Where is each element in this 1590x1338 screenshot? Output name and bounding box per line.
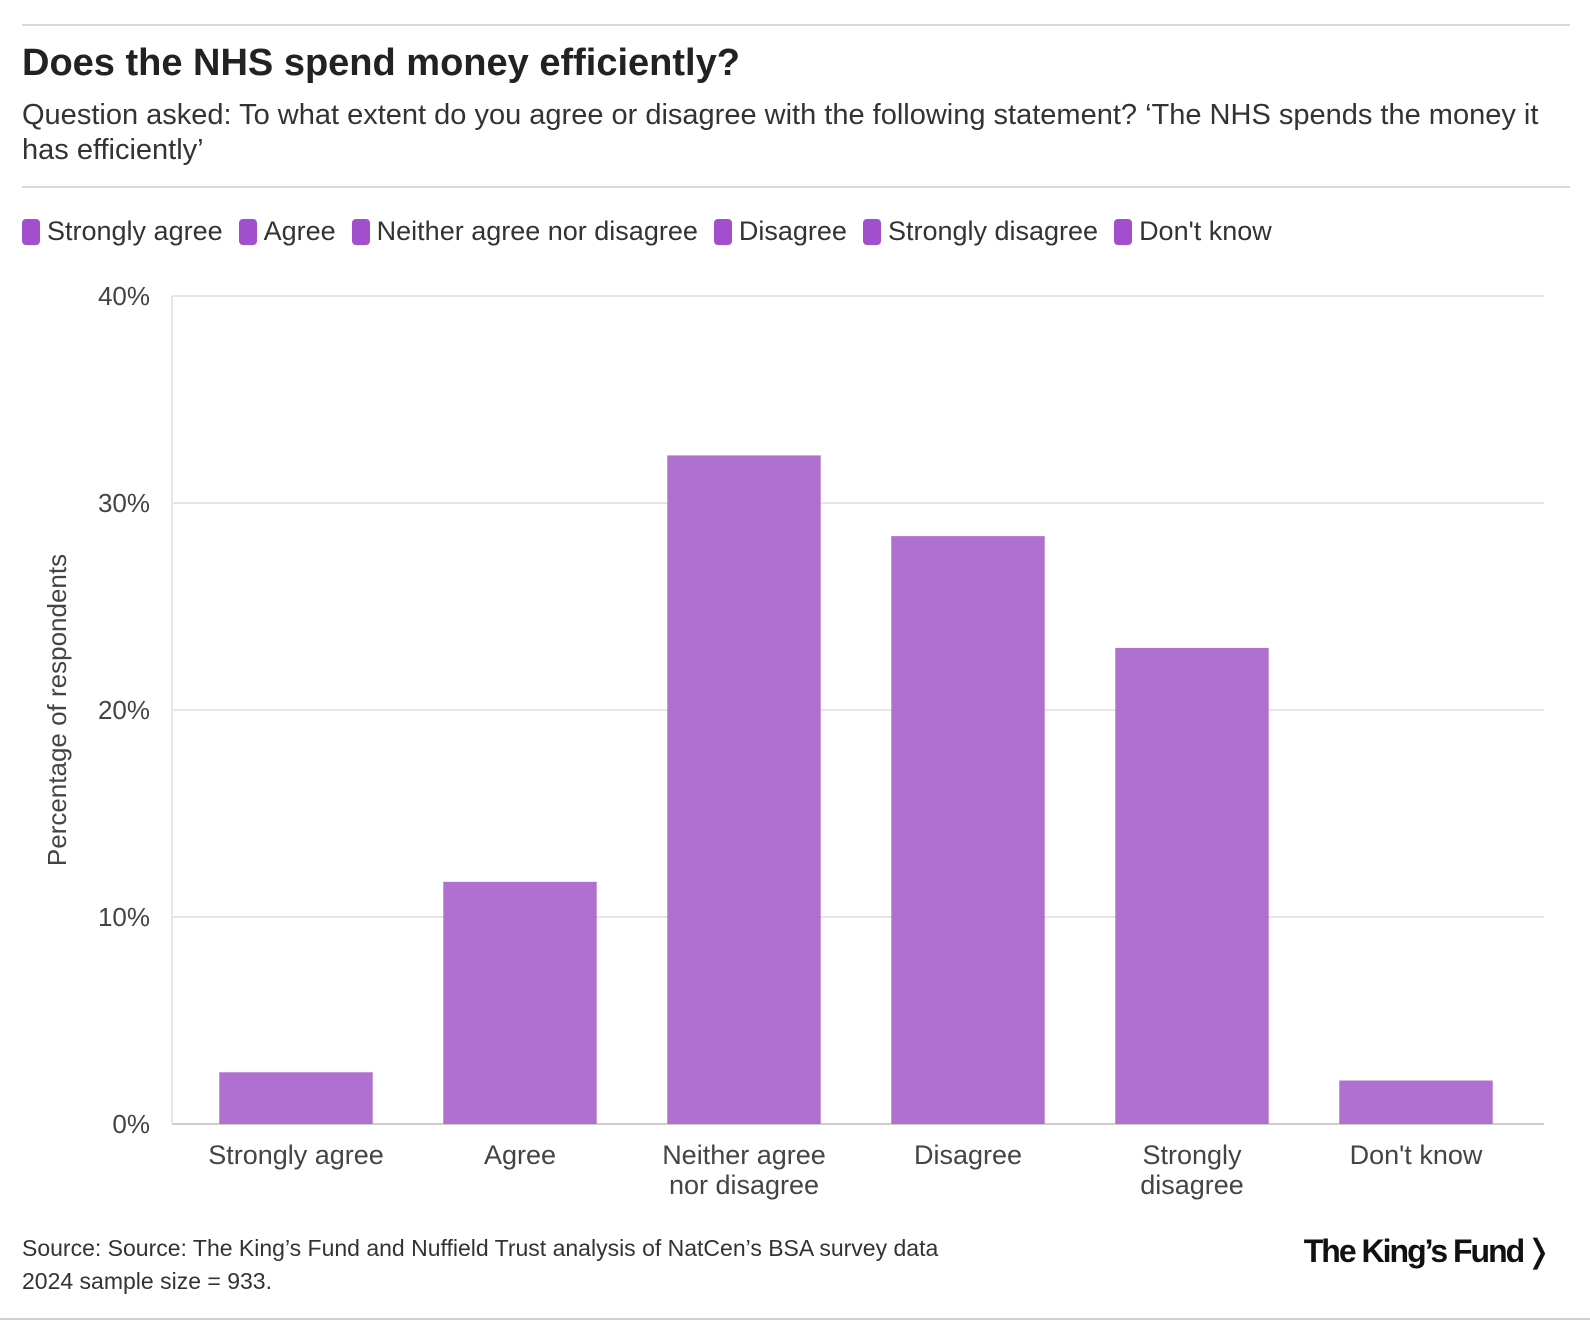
y-tick-label: 30% (98, 488, 150, 518)
legend-swatch (351, 218, 370, 245)
chart-title: Does the NHS spend money efficiently? (22, 42, 740, 84)
x-tick-label: Neither agree (662, 1140, 826, 1170)
x-tick-label: Agree (484, 1140, 556, 1170)
legend-item-strongly-disagree[interactable]: Strongly disagree (862, 216, 1099, 247)
y-tick-label: 0% (112, 1109, 150, 1139)
legend-swatch (713, 218, 732, 245)
legend-item-disagree[interactable]: Disagree (713, 216, 847, 247)
source-line-1: Source: Source: The King’s Fund and Nuff… (22, 1235, 939, 1261)
header-divider (22, 186, 1570, 188)
bar-disagree[interactable] (891, 536, 1045, 1124)
chart-subtitle: Question asked: To what extent do you ag… (22, 99, 1539, 166)
logo-text: The King’s Fund (1303, 1233, 1525, 1269)
bar-strongly-disagree[interactable] (1115, 647, 1269, 1124)
legend-swatch (862, 218, 881, 245)
legend-label: Strongly agree (47, 216, 223, 246)
bars (219, 455, 1493, 1124)
legend-item-agree[interactable]: Agree (238, 216, 336, 247)
x-tick-label: disagree (1140, 1170, 1244, 1200)
y-tick-label: 10% (98, 902, 150, 932)
kings-fund-logo[interactable]: The King’s Fund❭ (1303, 1232, 1552, 1270)
grid-lines (171, 295, 1544, 1125)
y-axis-title: Percentage of respondents (42, 554, 72, 866)
legend-label: Agree (263, 216, 336, 246)
legend-label: Don't know (1139, 216, 1272, 246)
legend-swatch (1114, 218, 1133, 245)
logo-chevron-icon: ❭ (1525, 1233, 1552, 1269)
source-line-2: 2024 sample size = 933. (22, 1268, 272, 1294)
y-tick-labels: 0% 10% 20% 30% 40% (98, 281, 150, 1139)
bar-don-t-know[interactable] (1339, 1080, 1493, 1124)
bar-neither-agree-nor-disagree[interactable] (667, 455, 821, 1124)
legend-swatch (238, 218, 257, 245)
y-tick-label: 20% (98, 695, 150, 725)
legend-swatch (22, 218, 40, 245)
source-note: Source: Source: The King’s Fund and Nuff… (22, 1232, 938, 1298)
y-tick-label: 40% (98, 281, 150, 311)
x-tick-label: nor disagree (669, 1170, 819, 1200)
x-tick-label: Strongly agree (208, 1140, 384, 1170)
legend-label: Disagree (738, 216, 847, 246)
legend-item-neither[interactable]: Neither agree nor disagree (351, 216, 698, 247)
legend-label: Neither agree nor disagree (376, 216, 698, 246)
bottom-rule (0, 1318, 1590, 1320)
x-tick-label: Strongly (1142, 1140, 1242, 1170)
legend-label: Strongly disagree (887, 216, 1099, 246)
legend-item-strongly-agree[interactable]: Strongly agree (22, 216, 223, 247)
bar-agree[interactable] (443, 881, 597, 1124)
x-tick-label: Don't know (1350, 1140, 1483, 1170)
legend: Strongly agree Agree Neither agree nor d… (22, 216, 1288, 247)
legend-item-dont-know[interactable]: Don't know (1114, 216, 1272, 247)
bar-strongly-agree[interactable] (219, 1072, 373, 1124)
bar-chart: 0% 10% 20% 30% 40% Strongly agree Agree Neithe… (42, 281, 1544, 1200)
top-rule (22, 24, 1570, 26)
x-tick-label: Disagree (914, 1140, 1022, 1170)
